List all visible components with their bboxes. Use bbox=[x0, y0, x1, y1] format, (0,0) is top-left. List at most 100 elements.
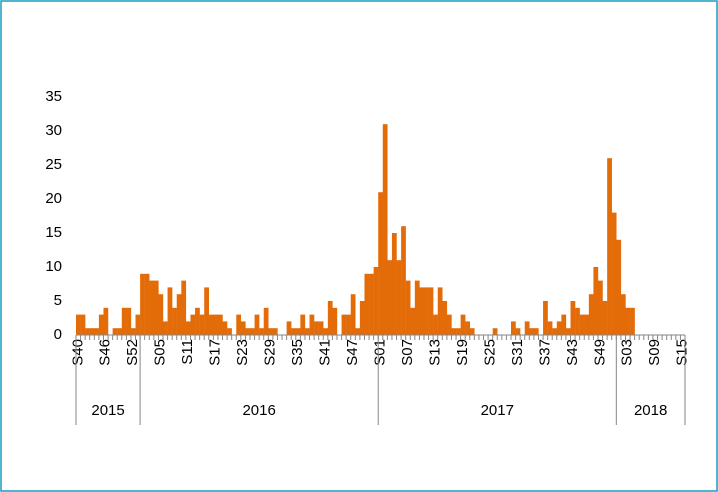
group-label: 2018 bbox=[634, 402, 667, 419]
bar bbox=[254, 314, 260, 335]
bar bbox=[414, 280, 420, 335]
bar bbox=[217, 314, 223, 335]
x-tick-label: S40 bbox=[69, 339, 86, 366]
bar bbox=[611, 212, 617, 335]
bar bbox=[616, 239, 622, 335]
bar bbox=[263, 307, 269, 335]
bar bbox=[272, 328, 278, 335]
bar bbox=[176, 294, 182, 335]
bar bbox=[130, 328, 136, 335]
bar bbox=[355, 328, 361, 335]
bar bbox=[410, 307, 416, 335]
bar bbox=[314, 321, 319, 335]
x-tick-label: S31 bbox=[509, 339, 526, 366]
x-tick-label: S43 bbox=[564, 339, 581, 366]
bar bbox=[208, 314, 214, 335]
bar bbox=[570, 301, 576, 335]
x-tick-label: S23 bbox=[234, 339, 251, 366]
bar bbox=[346, 314, 351, 335]
bar bbox=[140, 273, 145, 335]
bar bbox=[167, 287, 173, 335]
bar bbox=[190, 314, 196, 335]
x-tick-label: S41 bbox=[317, 339, 334, 366]
bar bbox=[112, 328, 118, 335]
bar bbox=[602, 301, 608, 335]
bar bbox=[323, 328, 329, 335]
bar bbox=[401, 226, 406, 335]
bar bbox=[309, 314, 315, 335]
bar bbox=[318, 321, 324, 335]
x-tick-label: S05 bbox=[152, 339, 169, 366]
y-tick-label: 20 bbox=[45, 190, 62, 207]
bar bbox=[185, 321, 191, 335]
bar bbox=[565, 328, 571, 335]
bar bbox=[259, 328, 264, 335]
bar bbox=[556, 321, 562, 335]
bar bbox=[442, 301, 448, 335]
bar bbox=[341, 314, 347, 335]
bar bbox=[250, 328, 255, 335]
bar bbox=[245, 328, 251, 335]
x-tick-label: S47 bbox=[344, 339, 361, 366]
bar bbox=[369, 273, 374, 335]
bar bbox=[195, 307, 200, 335]
y-tick-label: 35 bbox=[45, 88, 62, 105]
bar bbox=[387, 260, 393, 335]
bar bbox=[575, 307, 580, 335]
bar bbox=[588, 294, 594, 335]
bar bbox=[547, 321, 553, 335]
bar bbox=[144, 273, 150, 335]
bar bbox=[80, 314, 86, 335]
bar bbox=[295, 328, 301, 335]
bar bbox=[98, 314, 104, 335]
y-tick-label: 0 bbox=[54, 326, 62, 343]
bar bbox=[620, 294, 626, 335]
x-tick-label: S13 bbox=[426, 339, 443, 366]
bar bbox=[89, 328, 95, 335]
bar bbox=[213, 314, 219, 335]
group-label: 2016 bbox=[242, 402, 275, 419]
bar bbox=[382, 124, 388, 335]
bar bbox=[630, 307, 635, 335]
bar bbox=[598, 280, 603, 335]
bar bbox=[332, 307, 338, 335]
y-tick-label: 5 bbox=[54, 292, 62, 309]
bar bbox=[446, 314, 452, 335]
bar bbox=[529, 328, 535, 335]
bar bbox=[460, 314, 466, 335]
bar bbox=[268, 328, 274, 335]
x-tick-label: S46 bbox=[97, 339, 114, 366]
bar bbox=[199, 314, 205, 335]
bar bbox=[236, 314, 242, 335]
x-tick-label: S35 bbox=[289, 339, 306, 366]
group-label: 2017 bbox=[481, 402, 514, 419]
x-tick-label: S01 bbox=[371, 339, 388, 366]
x-tick-label: S49 bbox=[591, 339, 608, 366]
x-tick-label: S09 bbox=[646, 339, 663, 366]
y-tick-label: 10 bbox=[45, 258, 62, 275]
bar bbox=[172, 307, 177, 335]
bar bbox=[584, 314, 590, 335]
bar bbox=[543, 301, 548, 335]
bar bbox=[437, 287, 443, 335]
bar bbox=[364, 273, 370, 335]
bar bbox=[396, 260, 402, 335]
bar bbox=[469, 328, 475, 335]
bar bbox=[327, 301, 333, 335]
x-tick-label: S52 bbox=[124, 339, 141, 366]
bar bbox=[511, 321, 516, 335]
bar bbox=[222, 321, 228, 335]
bar bbox=[149, 280, 155, 335]
bar bbox=[204, 287, 209, 335]
bar bbox=[121, 307, 127, 335]
bar bbox=[240, 321, 246, 335]
bar bbox=[291, 328, 296, 335]
bar bbox=[492, 328, 498, 335]
bar bbox=[456, 328, 461, 335]
bar bbox=[103, 307, 109, 335]
x-tick-label: S07 bbox=[399, 339, 416, 366]
bar bbox=[117, 328, 122, 335]
bar bbox=[227, 328, 232, 335]
